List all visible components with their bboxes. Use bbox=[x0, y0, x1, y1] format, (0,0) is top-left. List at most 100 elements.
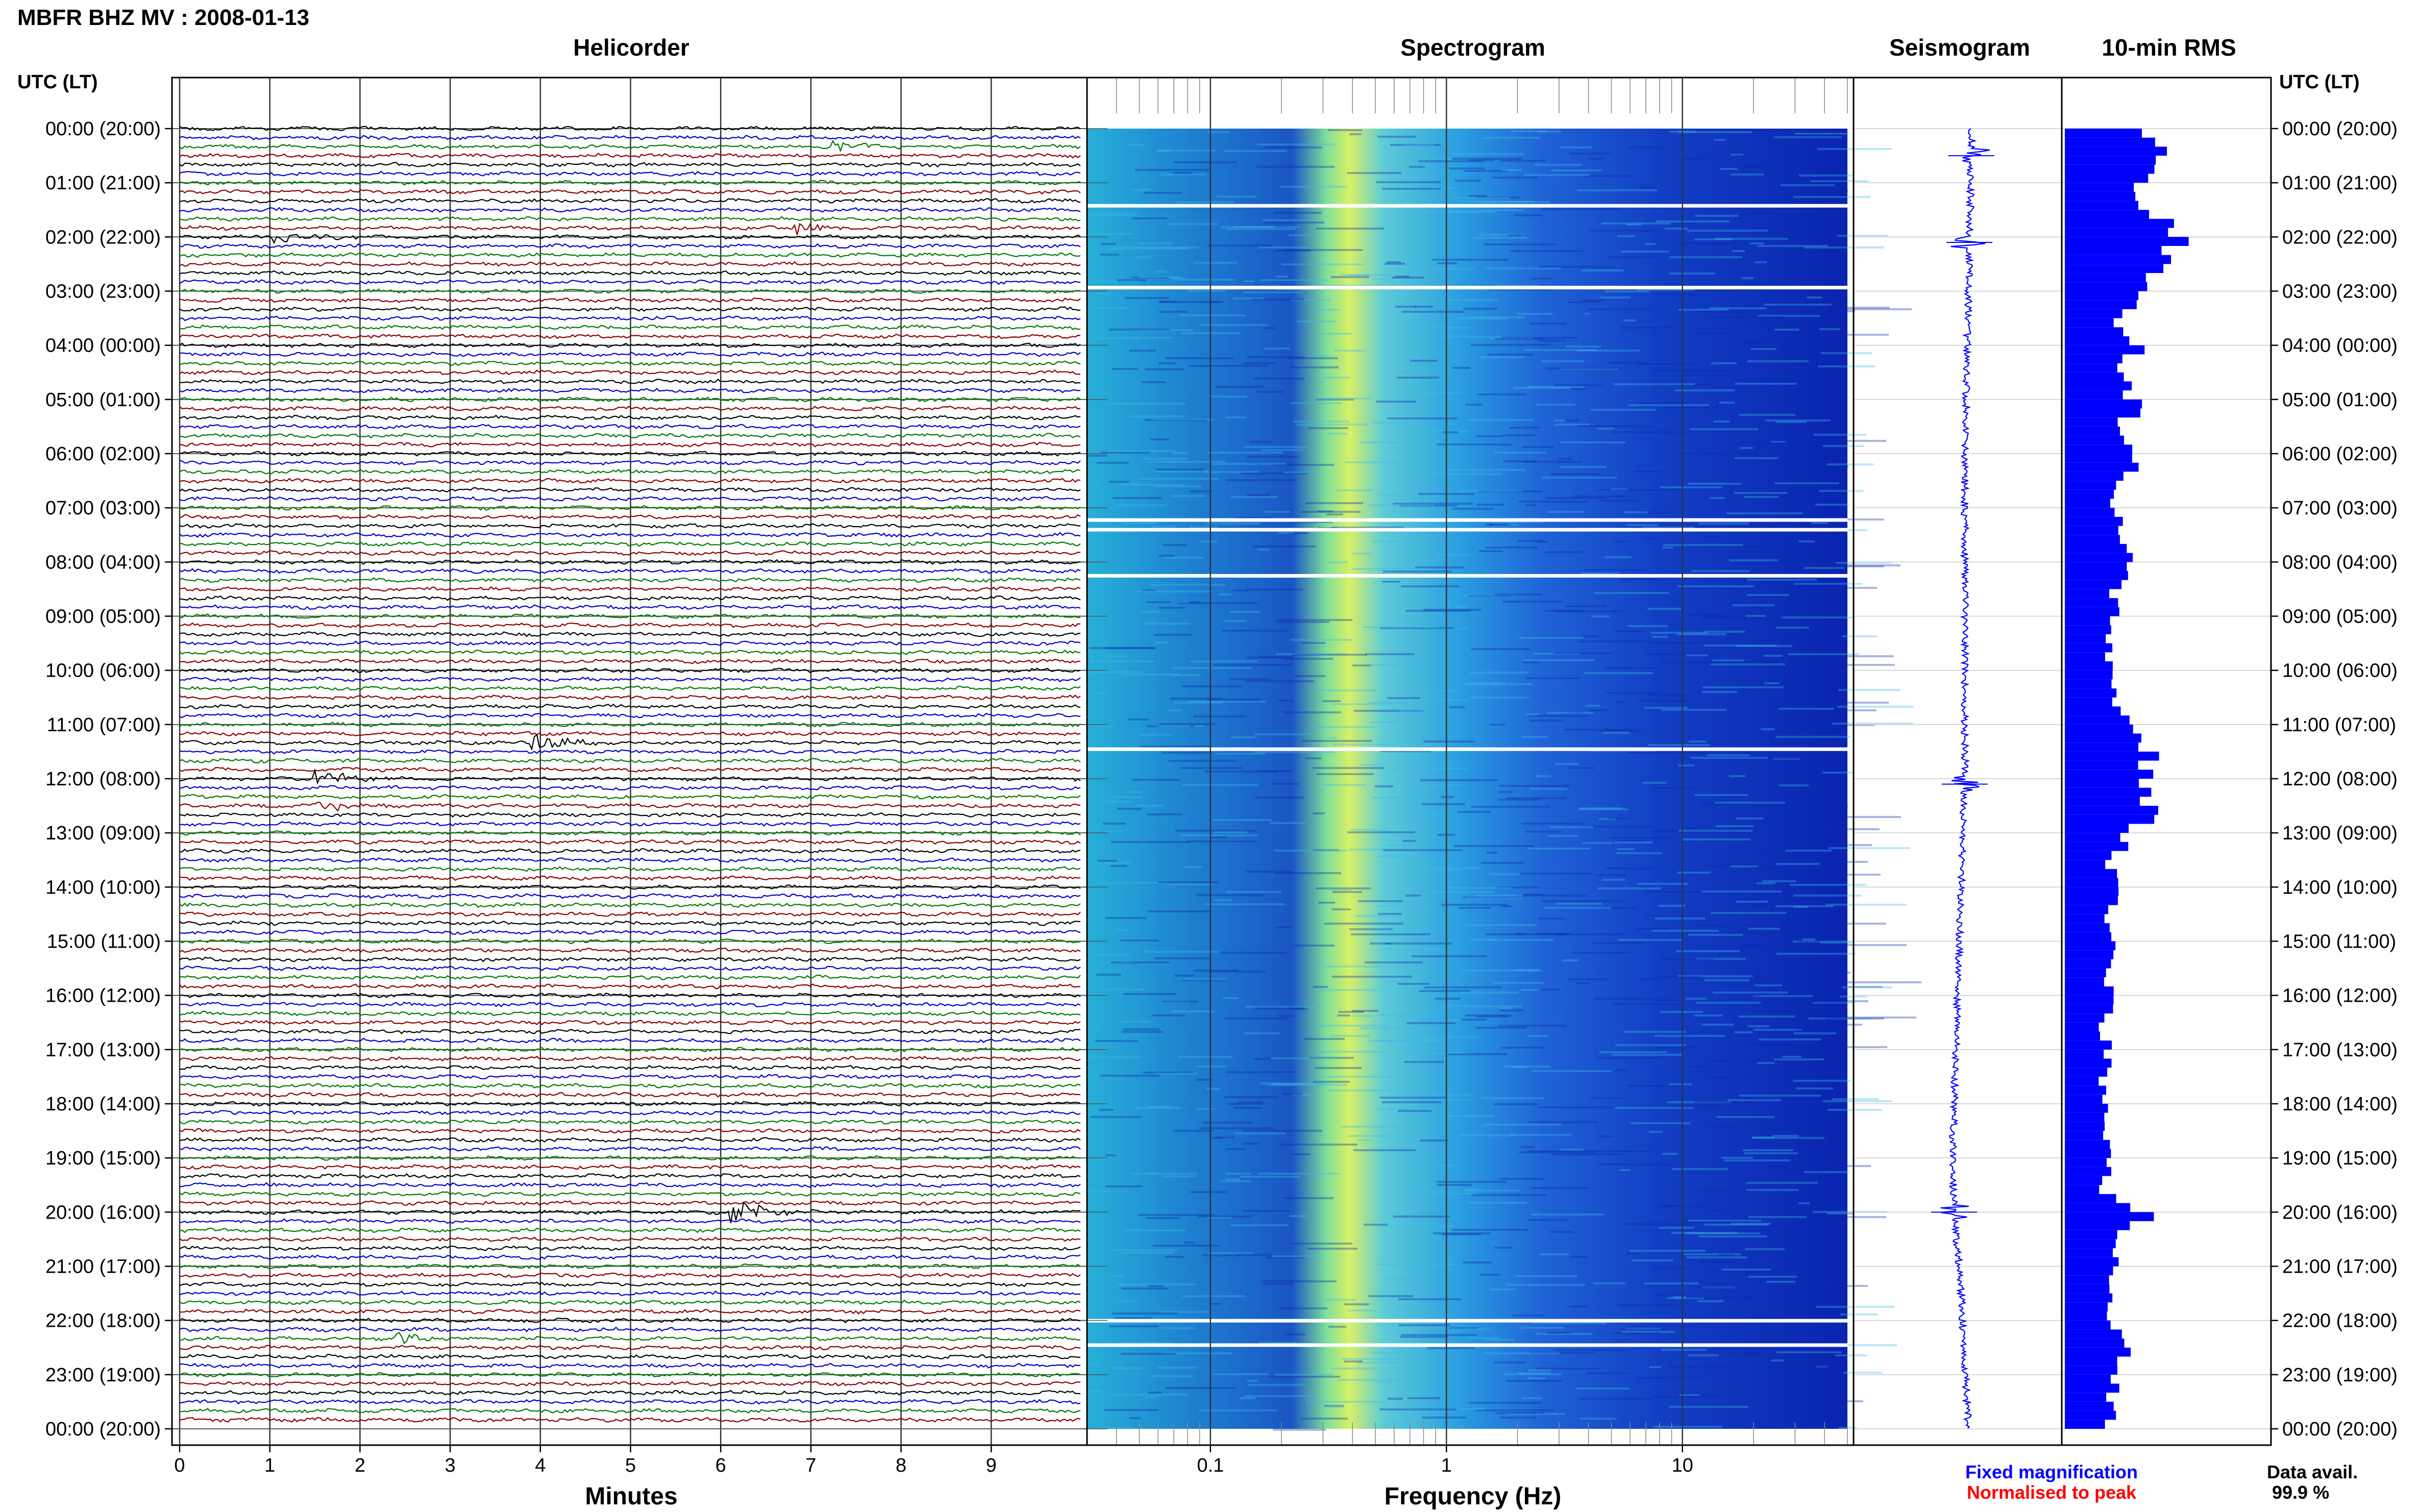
spectrogram-texture bbox=[1132, 189, 1151, 191]
spectrogram-texture bbox=[1367, 1040, 1437, 1042]
spectrogram-texture bbox=[1825, 904, 1906, 906]
spectrogram-texture bbox=[1354, 710, 1423, 712]
spectrogram-texture bbox=[1378, 913, 1402, 915]
spectrogram-texture bbox=[1145, 419, 1206, 421]
spectrogram-texture bbox=[1744, 540, 1780, 542]
helicorder-trace-row bbox=[179, 1362, 1081, 1369]
spectrogram-texture bbox=[1793, 1080, 1851, 1082]
helicorder-trace-row bbox=[179, 405, 1081, 411]
spectrogram-texture bbox=[1239, 1101, 1263, 1103]
spectrogram-texture bbox=[1447, 469, 1526, 471]
spectrogram-texture bbox=[1779, 784, 1809, 786]
rms-bar bbox=[2065, 327, 2124, 336]
spectrogram-texture bbox=[1577, 350, 1640, 352]
spectrogram-texture bbox=[1648, 694, 1689, 696]
spectrogram-texture bbox=[1302, 740, 1372, 742]
rms-bar bbox=[2065, 408, 2141, 418]
spectrogram-texture bbox=[1642, 782, 1666, 784]
spectrogram-texture bbox=[1353, 1149, 1416, 1151]
spectrogram-texture bbox=[1171, 495, 1206, 497]
spectrogram-texture bbox=[1796, 791, 1834, 794]
helicorder-trace-row bbox=[179, 839, 1081, 845]
spectrogram-texture bbox=[1782, 1056, 1801, 1058]
spectrogram-texture bbox=[1531, 1187, 1588, 1189]
spectrogram-texture bbox=[1399, 710, 1426, 712]
spectrogram-texture bbox=[1788, 653, 1859, 655]
spectrogram-texture bbox=[1471, 344, 1551, 346]
spectrogram-texture bbox=[1660, 1011, 1703, 1013]
spectrogram-texture bbox=[1225, 1173, 1251, 1175]
spectrogram-texture bbox=[1291, 366, 1339, 368]
spectrogram-texture bbox=[1443, 1019, 1462, 1021]
spectrogram-texture bbox=[1536, 1333, 1592, 1335]
time-label-right: 16:00 (12:00) bbox=[2282, 985, 2398, 1007]
spectrogram-texture bbox=[1154, 725, 1204, 727]
spectrogram-texture bbox=[1189, 701, 1266, 703]
spectrogram-texture bbox=[1840, 564, 1900, 566]
rms-bar bbox=[2065, 1266, 2113, 1276]
helicorder-trace-row bbox=[179, 1291, 1081, 1296]
rms-bar bbox=[2065, 390, 2123, 400]
spectrogram-texture bbox=[1326, 513, 1343, 515]
spectrogram-texture bbox=[1796, 1087, 1833, 1089]
spectrogram-texture bbox=[1837, 944, 1907, 946]
spectrogram-texture bbox=[1452, 158, 1523, 160]
spectrogram-texture bbox=[1259, 1342, 1297, 1344]
time-label-right: 00:00 (20:00) bbox=[2282, 1419, 2398, 1440]
spectrogram-texture bbox=[1646, 914, 1658, 916]
spectrogram-texture bbox=[1383, 571, 1452, 573]
helicorder-trace-row bbox=[179, 1417, 1081, 1423]
spectrogram-texture bbox=[1554, 419, 1566, 422]
spectrogram-texture bbox=[1419, 187, 1456, 189]
spectrogram-texture bbox=[1114, 1317, 1152, 1319]
spectrogram-texture bbox=[1714, 420, 1730, 423]
spectrogram-texture bbox=[1820, 941, 1852, 944]
spectrogram-texture bbox=[1482, 1124, 1561, 1126]
spectrogram-texture bbox=[1437, 1181, 1506, 1183]
spectrogram-texture bbox=[1465, 316, 1525, 318]
rms-bar bbox=[2065, 1374, 2111, 1384]
spectrogram-texture bbox=[1773, 758, 1800, 760]
spectrogram-texture bbox=[1218, 593, 1231, 596]
spectrogram-texture bbox=[1232, 589, 1248, 591]
spectrogram-texture bbox=[1665, 228, 1688, 230]
spectrogram-texture bbox=[1316, 398, 1371, 400]
spectrogram-texture bbox=[1468, 594, 1514, 597]
spectrogram-texture bbox=[1794, 972, 1850, 974]
spectrogram-texture bbox=[1338, 1379, 1406, 1381]
spectrogram-texture bbox=[1361, 764, 1382, 766]
rms-bar bbox=[2065, 516, 2123, 526]
rms-bar bbox=[2065, 1013, 2105, 1023]
spectrogram-texture bbox=[1233, 1132, 1286, 1134]
spectrogram-texture bbox=[1699, 1260, 1744, 1262]
time-axis-header-left: UTC (LT) bbox=[17, 71, 98, 93]
spectrogram-texture bbox=[1633, 470, 1662, 473]
spectrogram-texture bbox=[1624, 1223, 1692, 1225]
spectrogram-texture bbox=[1329, 889, 1352, 891]
spectrogram-texture bbox=[1830, 224, 1847, 226]
spectrogram-texture bbox=[1735, 457, 1779, 459]
spectrogram-texture bbox=[1161, 173, 1207, 176]
spectrogram-texture bbox=[1804, 1171, 1849, 1173]
spectrogram-texture bbox=[1819, 890, 1832, 893]
rms-bar bbox=[2065, 553, 2133, 562]
spectrogram-texture bbox=[1553, 652, 1613, 654]
spectrogram-texture bbox=[1590, 409, 1656, 411]
spectrogram-texture bbox=[1737, 341, 1813, 343]
spectrogram-texture bbox=[1121, 1287, 1168, 1290]
spectrogram-texture bbox=[1842, 655, 1894, 657]
spectrogram-texture bbox=[1611, 431, 1692, 433]
spectrogram-texture bbox=[1117, 808, 1142, 810]
spectrogram-texture bbox=[1526, 677, 1581, 679]
spectrogram-texture bbox=[1572, 388, 1585, 390]
spectrogram-texture bbox=[1744, 166, 1795, 168]
spectrogram-texture bbox=[1601, 222, 1670, 225]
spectrogram-texture bbox=[1247, 494, 1270, 496]
spectrogram-texture bbox=[1766, 1281, 1795, 1283]
spectrogram-texture bbox=[1790, 884, 1867, 886]
spectrogram-texture bbox=[1166, 883, 1213, 885]
spectrogram-texture bbox=[1275, 250, 1311, 252]
spectrogram-texture bbox=[1207, 244, 1272, 246]
spectrogram-texture bbox=[1386, 845, 1417, 847]
spectrogram-texture bbox=[1776, 627, 1809, 629]
